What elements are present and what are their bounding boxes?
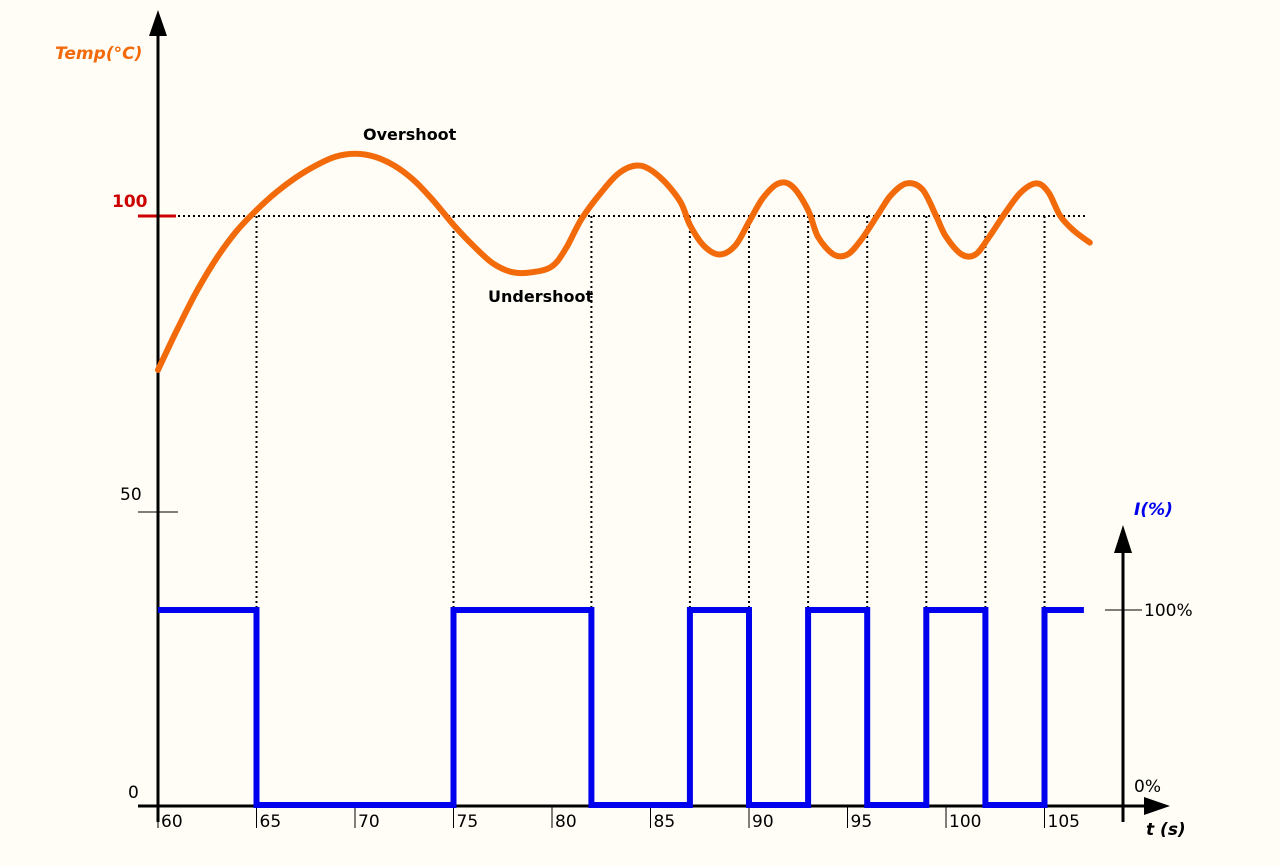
x-tick-label-60: 60	[161, 812, 183, 832]
x-tick-label-85: 85	[654, 812, 676, 832]
x-tick-label-70: 70	[358, 812, 380, 832]
temp-tick-label-50: 50	[120, 485, 142, 505]
x-tick-label-90: 90	[752, 812, 774, 832]
x-tick-label-100: 100	[949, 812, 981, 832]
overshoot-annotation: Overshoot	[363, 125, 457, 144]
x-tick-label-105: 105	[1048, 812, 1080, 832]
current-tick-label-100: 100%	[1144, 601, 1193, 621]
undershoot-annotation: Undershoot	[488, 287, 593, 306]
temp-axis-label: Temp(°C)	[55, 44, 142, 64]
x-tick-label-95: 95	[851, 812, 873, 832]
temp-tick-label-100: 100	[112, 192, 148, 212]
current-tick-label-0: 0%	[1134, 777, 1161, 797]
temp-y-axis-arrow	[149, 10, 167, 36]
x-tick-label-80: 80	[555, 812, 577, 832]
current-y-axis-arrow	[1114, 525, 1132, 553]
current-axis-label: I(%)	[1134, 500, 1173, 520]
x-tick-label-65: 65	[260, 812, 282, 832]
temp-series-line	[155, 150, 1093, 373]
x-axis-label: t (s)	[1146, 820, 1186, 840]
x-ticks: 60 65 70 75 80 85 90 95 100 105	[157, 806, 1080, 832]
current-series-line	[158, 607, 1084, 808]
temp-tick-label-0: 0	[128, 783, 139, 803]
x-axis-arrow	[1144, 797, 1170, 815]
x-tick-label-75: 75	[457, 812, 479, 832]
